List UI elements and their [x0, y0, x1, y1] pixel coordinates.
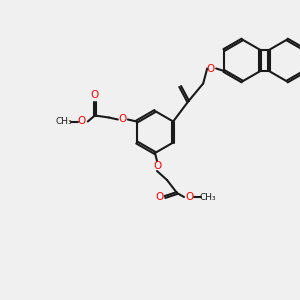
Text: O: O [206, 64, 214, 74]
Text: O: O [155, 192, 163, 202]
Text: O: O [91, 91, 99, 100]
Text: O: O [78, 116, 86, 127]
Text: O: O [153, 161, 161, 171]
Text: CH₃: CH₃ [56, 117, 72, 126]
Text: O: O [185, 192, 193, 202]
Text: CH₃: CH₃ [200, 193, 216, 202]
Text: O: O [119, 115, 127, 124]
